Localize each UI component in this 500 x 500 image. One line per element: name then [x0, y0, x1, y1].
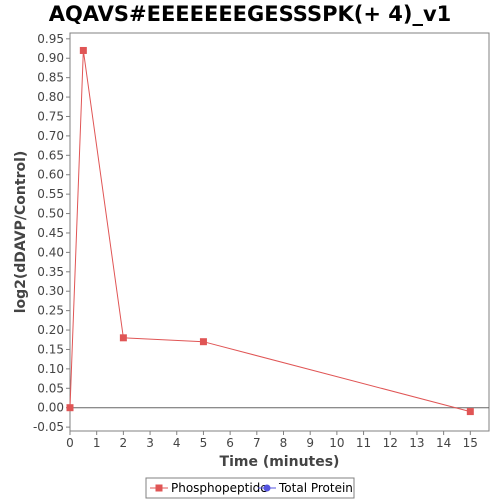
series-layer: [66, 46, 474, 416]
x-axis-ticks: 0 1 2 3 4 5 6 7 8 9 10 11 12 13 14 15: [66, 431, 478, 450]
y-tick-label: 0.00: [37, 401, 64, 415]
x-tick-label: 13: [409, 436, 424, 450]
y-tick-label: 0.10: [37, 362, 64, 376]
y-tick-label: 0.95: [37, 32, 64, 46]
data-point: [199, 338, 207, 346]
x-tick-label: 6: [226, 436, 234, 450]
data-point: [466, 408, 474, 416]
chart-title: AQAVS#EEEEEEEGESSSPK(+ 4)_v1: [48, 2, 452, 26]
y-tick-label: 0.60: [37, 168, 64, 182]
legend-label: Total Protein: [278, 481, 353, 495]
y-tick-label: 0.15: [37, 342, 64, 356]
y-tick-label: 0.45: [37, 226, 64, 240]
y-tick-label: 0.05: [37, 381, 64, 395]
x-tick-label: 7: [253, 436, 261, 450]
y-tick-label: 0.70: [37, 129, 64, 143]
x-tick-label: 3: [146, 436, 154, 450]
legend: Phosphopeptide Total Protein: [145, 477, 355, 499]
y-tick-label: 0.85: [37, 71, 64, 85]
x-tick-label: 15: [463, 436, 478, 450]
y-tick-label: 0.90: [37, 51, 64, 65]
y-tick-label: 0.80: [37, 90, 64, 104]
x-axis-label: Time (minutes): [220, 454, 340, 470]
y-tick-label: 0.55: [37, 187, 64, 201]
x-tick-label: 5: [200, 436, 208, 450]
y-tick-label: 0.35: [37, 265, 64, 279]
y-tick-label: 0.30: [37, 284, 64, 298]
y-tick-label: 0.75: [37, 109, 64, 123]
x-tick-label: 10: [329, 436, 344, 450]
data-point: [66, 404, 74, 412]
plot-area: [69, 32, 490, 432]
x-tick-label: 11: [356, 436, 371, 450]
y-axis-label: log2(dDAVP/Control): [13, 151, 29, 314]
y-tick-label: -0.05: [33, 420, 64, 434]
x-tick-label: 12: [383, 436, 398, 450]
x-tick-label: 2: [120, 436, 128, 450]
x-tick-label: 0: [66, 436, 74, 450]
data-point: [119, 334, 127, 342]
x-tick-label: 4: [173, 436, 181, 450]
y-tick-label: 0.40: [37, 245, 64, 259]
legend-box: [145, 477, 355, 499]
x-tick-label: 9: [306, 436, 314, 450]
y-tick-label: 0.20: [37, 323, 64, 337]
legend-label: Phosphopeptide: [171, 481, 268, 495]
x-tick-label: 14: [436, 436, 451, 450]
x-tick-label: 8: [280, 436, 288, 450]
y-axis-ticks: -0.05 0.00 0.05 0.10 0.15 0.20 0.25 0.30 0.35 0.4…: [33, 32, 70, 434]
legend-marker: [263, 484, 271, 492]
x-tick-label: 1: [93, 436, 101, 450]
y-tick-label: 0.50: [37, 207, 64, 221]
y-tick-label: 0.65: [37, 148, 64, 162]
data-point: [79, 46, 87, 54]
y-tick-label: 0.25: [37, 304, 64, 318]
legend-marker: [155, 484, 163, 492]
